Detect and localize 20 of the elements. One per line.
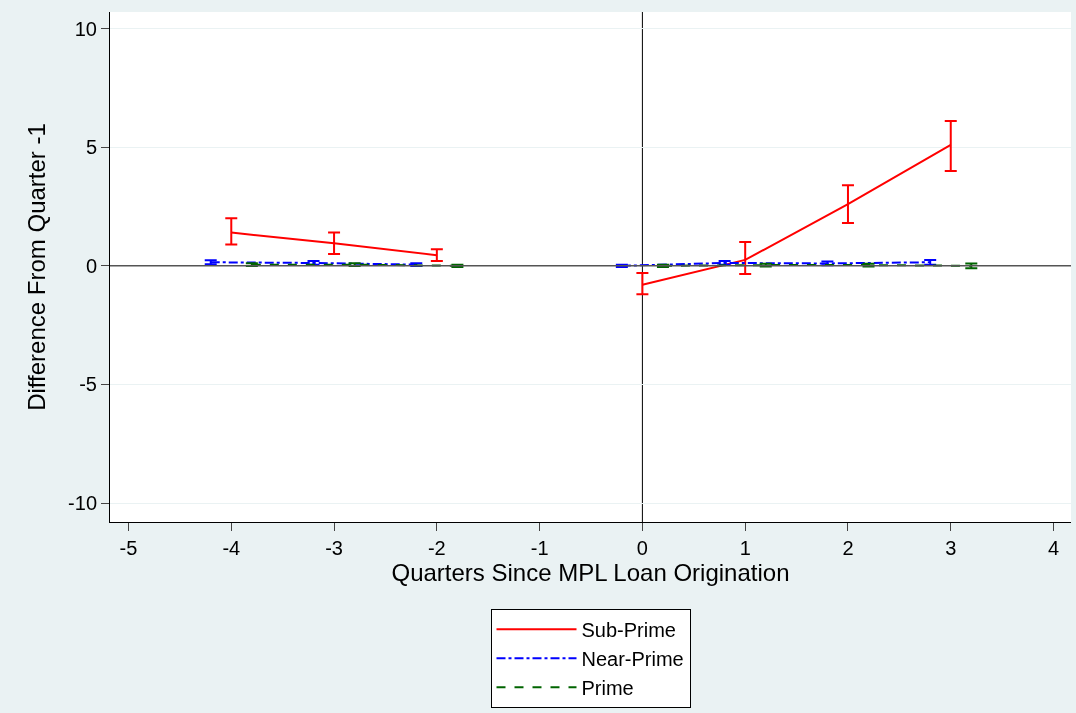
x-axis-title: Quarters Since MPL Loan Origination [391, 559, 790, 586]
x-tick-label: -3 [325, 537, 343, 559]
x-tick-label: -5 [119, 537, 138, 559]
y-tick-label: -5 [79, 373, 97, 396]
x-tick-label: 0 [636, 537, 648, 559]
y-tick-label: 10 [74, 17, 97, 40]
legend-label: Near-Prime [581, 648, 684, 670]
x-tick-label: -4 [222, 537, 241, 559]
legend-label: Prime [581, 677, 634, 699]
y-axis-title: Difference From Quarter -1 [23, 123, 51, 411]
y-tick-label: -10 [68, 492, 97, 515]
y-tick-label: 5 [85, 136, 97, 159]
x-tick-label: 4 [1047, 537, 1060, 559]
x-tick-label: 1 [739, 537, 751, 559]
legend-label: Sub-Prime [581, 619, 676, 641]
x-tick-label: 2 [842, 537, 854, 559]
x-tick-label: -2 [427, 537, 446, 559]
x-tick-label: -1 [530, 537, 549, 559]
y-tick-label: 0 [85, 254, 97, 277]
x-tick-label: 3 [945, 537, 957, 559]
